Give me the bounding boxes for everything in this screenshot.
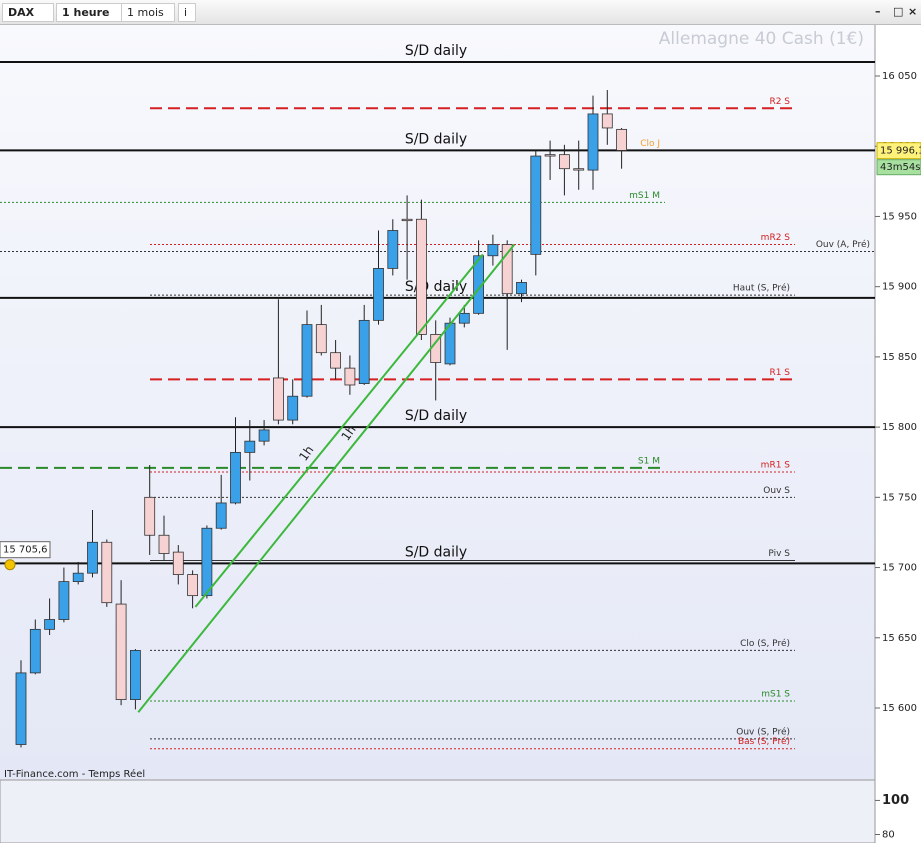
maximize-button[interactable]: □ — [893, 5, 904, 18]
level-label: S1 M — [638, 456, 660, 466]
level-label: mS1 S — [761, 689, 790, 699]
interval-select[interactable]: 1 heure — [56, 3, 122, 22]
candle-body — [415, 218, 427, 335]
candle-body — [601, 113, 613, 129]
level-label: mR2 S — [761, 233, 791, 243]
level-label: Bas (S, Pré) — [738, 736, 790, 747]
y-tick-label: 15 750 — [882, 492, 917, 503]
alert-icon — [4, 559, 16, 571]
candle-body — [58, 581, 70, 620]
candle-body — [15, 672, 27, 745]
zone-label: S/D daily — [405, 544, 467, 560]
countdown-label: 43m54s — [880, 162, 920, 173]
y-tick-label: 15 600 — [882, 703, 917, 714]
marker-label: 15 705,6 — [3, 545, 48, 556]
candle-body — [401, 218, 413, 222]
y-tick-label: 16 050 — [882, 71, 917, 82]
zone-label: S/D daily — [405, 408, 467, 424]
level-label: Ouv S — [763, 486, 790, 496]
candle-body — [72, 572, 84, 583]
marker-box — [0, 541, 51, 559]
candle-body — [587, 113, 599, 171]
period-select[interactable]: 1 mois — [121, 3, 175, 22]
candle-body — [230, 451, 241, 504]
candle-body — [115, 603, 127, 700]
sub-tick-label: 80 — [882, 829, 895, 840]
y-tick-label: 15 700 — [882, 563, 917, 574]
trendline — [137, 243, 516, 713]
candle-body — [473, 255, 485, 314]
level-label: Piv S — [768, 549, 790, 559]
candle-body — [559, 154, 570, 170]
candle-body — [201, 527, 213, 597]
level-label: mS1 M — [629, 191, 660, 201]
candle-body — [530, 155, 542, 255]
footer: IT-Finance.com - Temps Réel — [4, 768, 145, 780]
candle-body — [616, 128, 627, 151]
countdown-box — [876, 159, 921, 176]
y-tick-label: 15 900 — [882, 282, 917, 293]
candle-body — [387, 230, 399, 269]
candle-body — [487, 244, 499, 257]
candle-body — [101, 541, 113, 604]
minimize-button[interactable]: – — [875, 5, 881, 18]
last-price-label: 15 996,1 — [880, 146, 921, 157]
last-price-box — [876, 142, 921, 160]
close-button[interactable]: × — [908, 5, 918, 18]
trendline — [194, 253, 484, 608]
symbol-select[interactable]: DAX — [2, 3, 54, 22]
info-button[interactable]: i — [178, 3, 196, 22]
sub-tick-label: 100 — [882, 793, 909, 808]
candle-body — [458, 312, 470, 324]
candle-body — [129, 650, 141, 700]
level-label: Clo (S, Pré) — [740, 638, 790, 649]
candle-body — [272, 377, 284, 421]
level-label: Ouv (A, Pré) — [816, 239, 870, 250]
zone-label: S/D daily — [405, 131, 467, 147]
y-tick-label: 15 950 — [882, 211, 917, 222]
candle-body — [358, 319, 370, 384]
chart: Allemagne 40 Cash (1€) IT-Finance.com - … — [0, 25, 921, 843]
candle-body — [44, 619, 55, 630]
candle-body — [516, 282, 527, 295]
level-label: Clo J — [640, 139, 660, 149]
candle-body — [144, 496, 156, 536]
candle-body — [158, 534, 170, 554]
candle-body — [172, 551, 184, 575]
level-label: R1 S — [769, 368, 790, 378]
candle-body — [258, 429, 270, 442]
toolbar: DAX 1 heure 1 mois i – □ × — [0, 0, 921, 25]
candle-body — [301, 324, 313, 397]
candle-body — [315, 324, 327, 354]
candle-body — [344, 367, 356, 386]
candle-body — [287, 395, 299, 421]
candle-body — [29, 628, 41, 674]
chart-title: Allemagne 40 Cash (1€) — [659, 29, 864, 49]
level-label: Haut (S, Pré) — [733, 283, 790, 294]
candle-body — [244, 440, 256, 453]
y-tick-label: 15 650 — [882, 633, 917, 644]
level-label: R2 S — [769, 97, 790, 107]
candle-body — [373, 268, 384, 321]
sub-panel — [0, 779, 876, 843]
zone-label: S/D daily — [405, 43, 467, 59]
level-label: mR1 S — [761, 461, 791, 471]
candle-body — [87, 541, 98, 574]
candle-body — [573, 168, 585, 171]
candle-body — [187, 574, 199, 597]
y-tick-label: 15 850 — [882, 352, 917, 363]
y-tick-label: 15 800 — [882, 422, 917, 433]
candle-body — [544, 154, 556, 157]
candle-body — [501, 244, 513, 295]
candle-body — [330, 352, 342, 369]
zone-label: S/D daily — [405, 279, 467, 295]
level-label: Ouv (S, Pré) — [736, 726, 790, 737]
candle-body — [215, 502, 227, 529]
